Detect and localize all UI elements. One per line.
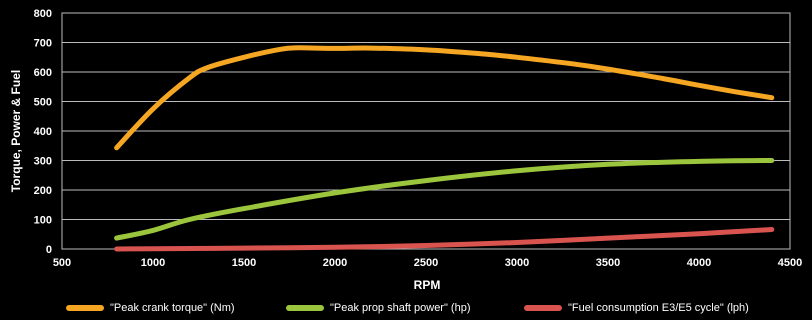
legend-swatch-torque: [66, 305, 104, 311]
legend-item-fuel: "Fuel consumption E3/E5 cycle" (lph): [524, 302, 749, 314]
legend-swatch-fuel: [524, 305, 562, 311]
y-axis-title: Torque, Power & Fuel: [9, 70, 23, 192]
y-tick-label: 100: [34, 215, 52, 227]
legend-label-power: "Peak prop shaft power" (hp): [330, 302, 471, 314]
x-tick-label: 4000: [687, 257, 711, 269]
x-tick-label: 4500: [778, 257, 802, 269]
series-line-power: [114, 158, 775, 241]
y-tick-label: 700: [34, 38, 52, 50]
x-tick-label: 3000: [505, 257, 529, 269]
x-tick-label: 3500: [596, 257, 620, 269]
y-tick-label: 500: [34, 97, 52, 109]
series-lines: [114, 45, 775, 252]
series-line-torque: [114, 45, 775, 151]
legend-label-torque: "Peak crank torque" (Nm): [110, 302, 235, 314]
x-tick-label: 1000: [141, 257, 165, 269]
x-axis-title: RPM: [414, 278, 441, 292]
x-tick-label: 2500: [414, 257, 438, 269]
series-line-fuel: [114, 227, 775, 252]
y-tick-label: 800: [34, 8, 52, 20]
legend-item-torque: "Peak crank torque" (Nm): [66, 302, 235, 314]
y-tick-label: 600: [34, 67, 52, 79]
y-tick-labels: 0 100 200 300 400 500 600 700 800: [34, 8, 52, 256]
y-tick-label: 300: [34, 156, 52, 168]
y-tick-label: 400: [34, 126, 52, 138]
legend-item-power: "Peak prop shaft power" (hp): [286, 302, 471, 314]
x-tick-label: 1500: [232, 257, 256, 269]
y-tick-label: 0: [46, 244, 52, 256]
legend-swatch-power: [286, 305, 324, 311]
legend: "Peak crank torque" (Nm) "Peak prop shaf…: [0, 302, 812, 320]
x-tick-label: 500: [53, 257, 71, 269]
x-tick-labels: 500 1000 1500 2000 2500 3000 3500 4000 4500: [53, 257, 802, 269]
legend-label-fuel: "Fuel consumption E3/E5 cycle" (lph): [568, 302, 749, 314]
x-tick-label: 2000: [323, 257, 347, 269]
chart: 0 100 200 300 400 500 600 700 800 500 1000 1500 200…: [9, 8, 802, 292]
y-tick-label: 200: [34, 185, 52, 197]
